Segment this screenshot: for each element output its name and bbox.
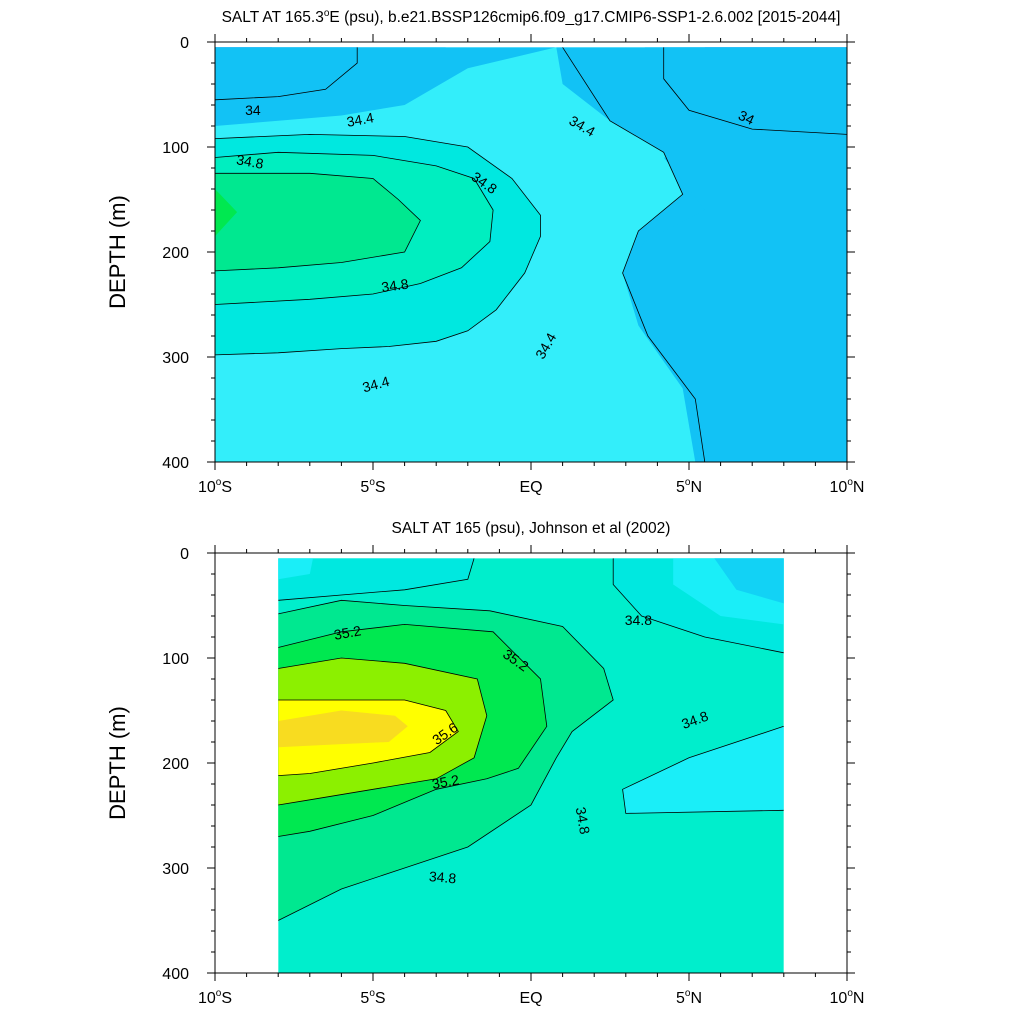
y-axis-label: DEPTH (m) — [105, 706, 130, 820]
contour-label-3: 34.8 — [625, 612, 652, 628]
x-axis: 10oS 5oS EQ 5oN 10oN — [198, 34, 864, 496]
contour-label-2: 34.4 — [345, 109, 375, 130]
y-tick-label: 100 — [162, 140, 189, 157]
x-tick-label: 5oN — [676, 988, 702, 1007]
contour-label-7: 34.8 — [573, 806, 594, 836]
x-tick-label: 5oN — [676, 477, 702, 496]
x-tick-label: 5oS — [360, 988, 385, 1007]
y-tick-label: 100 — [162, 651, 189, 668]
svg-text:34.4: 34.4 — [345, 109, 375, 130]
svg-text:34.8: 34.8 — [428, 868, 457, 886]
contour-region-3 — [278, 558, 313, 580]
y-tick-label: 200 — [162, 245, 189, 262]
contour-region-1 — [278, 558, 475, 601]
contour-fills — [215, 47, 847, 462]
contour-region-8 — [622, 157, 847, 462]
x-tick-label: 10oS — [198, 988, 232, 1007]
y-tick-label: 400 — [162, 966, 189, 983]
contour-line-3 — [622, 725, 784, 814]
x-tick-label: 10oS — [198, 477, 232, 496]
contour-lines — [278, 558, 784, 921]
contour-line-3 — [215, 133, 541, 356]
y-tick-label: 400 — [162, 455, 189, 472]
svg-text:35.2: 35.2 — [333, 622, 363, 643]
contour-label-9: 34.4 — [361, 373, 392, 396]
contour-line-7 — [278, 699, 459, 776]
contour-line-6 — [278, 657, 488, 806]
contour-line-4 — [278, 599, 614, 921]
contour-label-6: 35.2 — [431, 771, 461, 792]
svg-text:34.8: 34.8 — [625, 612, 652, 628]
y-axis: 0 100 200 300 400 — [162, 546, 855, 983]
y-axis: 0 100 200 300 400 — [162, 35, 855, 472]
contour-line-2 — [663, 47, 847, 135]
contour-region-11 — [215, 173, 421, 271]
y-tick-label: 300 — [162, 350, 189, 367]
contour-line-2 — [612, 558, 784, 654]
y-tick-label: 0 — [180, 35, 189, 52]
chart-title: SALT AT 165 (psu), Johnson et al (2002) — [392, 520, 671, 537]
chart-title: SALT AT 165.3oE (psu), b.e21.BSSP126cmip… — [222, 8, 841, 26]
contour-label-5: 34.8 — [235, 151, 265, 172]
contour-region-11 — [278, 710, 408, 748]
y-axis-label: DEPTH (m) — [105, 195, 130, 309]
x-tick-label: 10oN — [830, 477, 865, 496]
svg-text:34.8: 34.8 — [573, 806, 594, 836]
contour-label-1: 35.2 — [333, 622, 363, 643]
x-axis: 10oS 5oS EQ 5oN 10oN — [198, 545, 864, 1007]
contour-fills — [278, 558, 784, 973]
contour-line-5 — [278, 623, 548, 837]
x-tick-label: EQ — [519, 479, 542, 496]
contour-label-8: 34.8 — [428, 868, 457, 886]
contour-region-6 — [714, 558, 784, 604]
contour-line-1 — [215, 47, 358, 101]
svg-text:35.2: 35.2 — [431, 771, 461, 792]
contour-lines — [215, 47, 847, 462]
x-tick-label: 5oS — [360, 477, 385, 496]
contour-line-5 — [215, 151, 494, 305]
svg-text:34: 34 — [245, 102, 261, 118]
y-tick-label: 0 — [180, 546, 189, 563]
contour-label-1: 34 — [245, 102, 261, 118]
svg-text:34.8: 34.8 — [235, 151, 265, 172]
x-tick-label: EQ — [519, 990, 542, 1007]
svg-text:34.8: 34.8 — [380, 275, 409, 295]
svg-text:34: 34 — [736, 107, 757, 128]
contour-line-6 — [215, 172, 421, 272]
svg-text:34.4: 34.4 — [361, 373, 392, 396]
x-tick-label: 10oN — [830, 988, 865, 1007]
contour-label-4: 34 — [736, 107, 757, 128]
y-tick-label: 300 — [162, 861, 189, 878]
contour-line-4 — [562, 47, 706, 462]
y-tick-label: 200 — [162, 756, 189, 773]
contour-region-12 — [215, 189, 238, 237]
contour-region-5 — [622, 726, 784, 814]
contour-label-7: 34.8 — [380, 275, 409, 295]
contour-line-1 — [278, 558, 475, 601]
